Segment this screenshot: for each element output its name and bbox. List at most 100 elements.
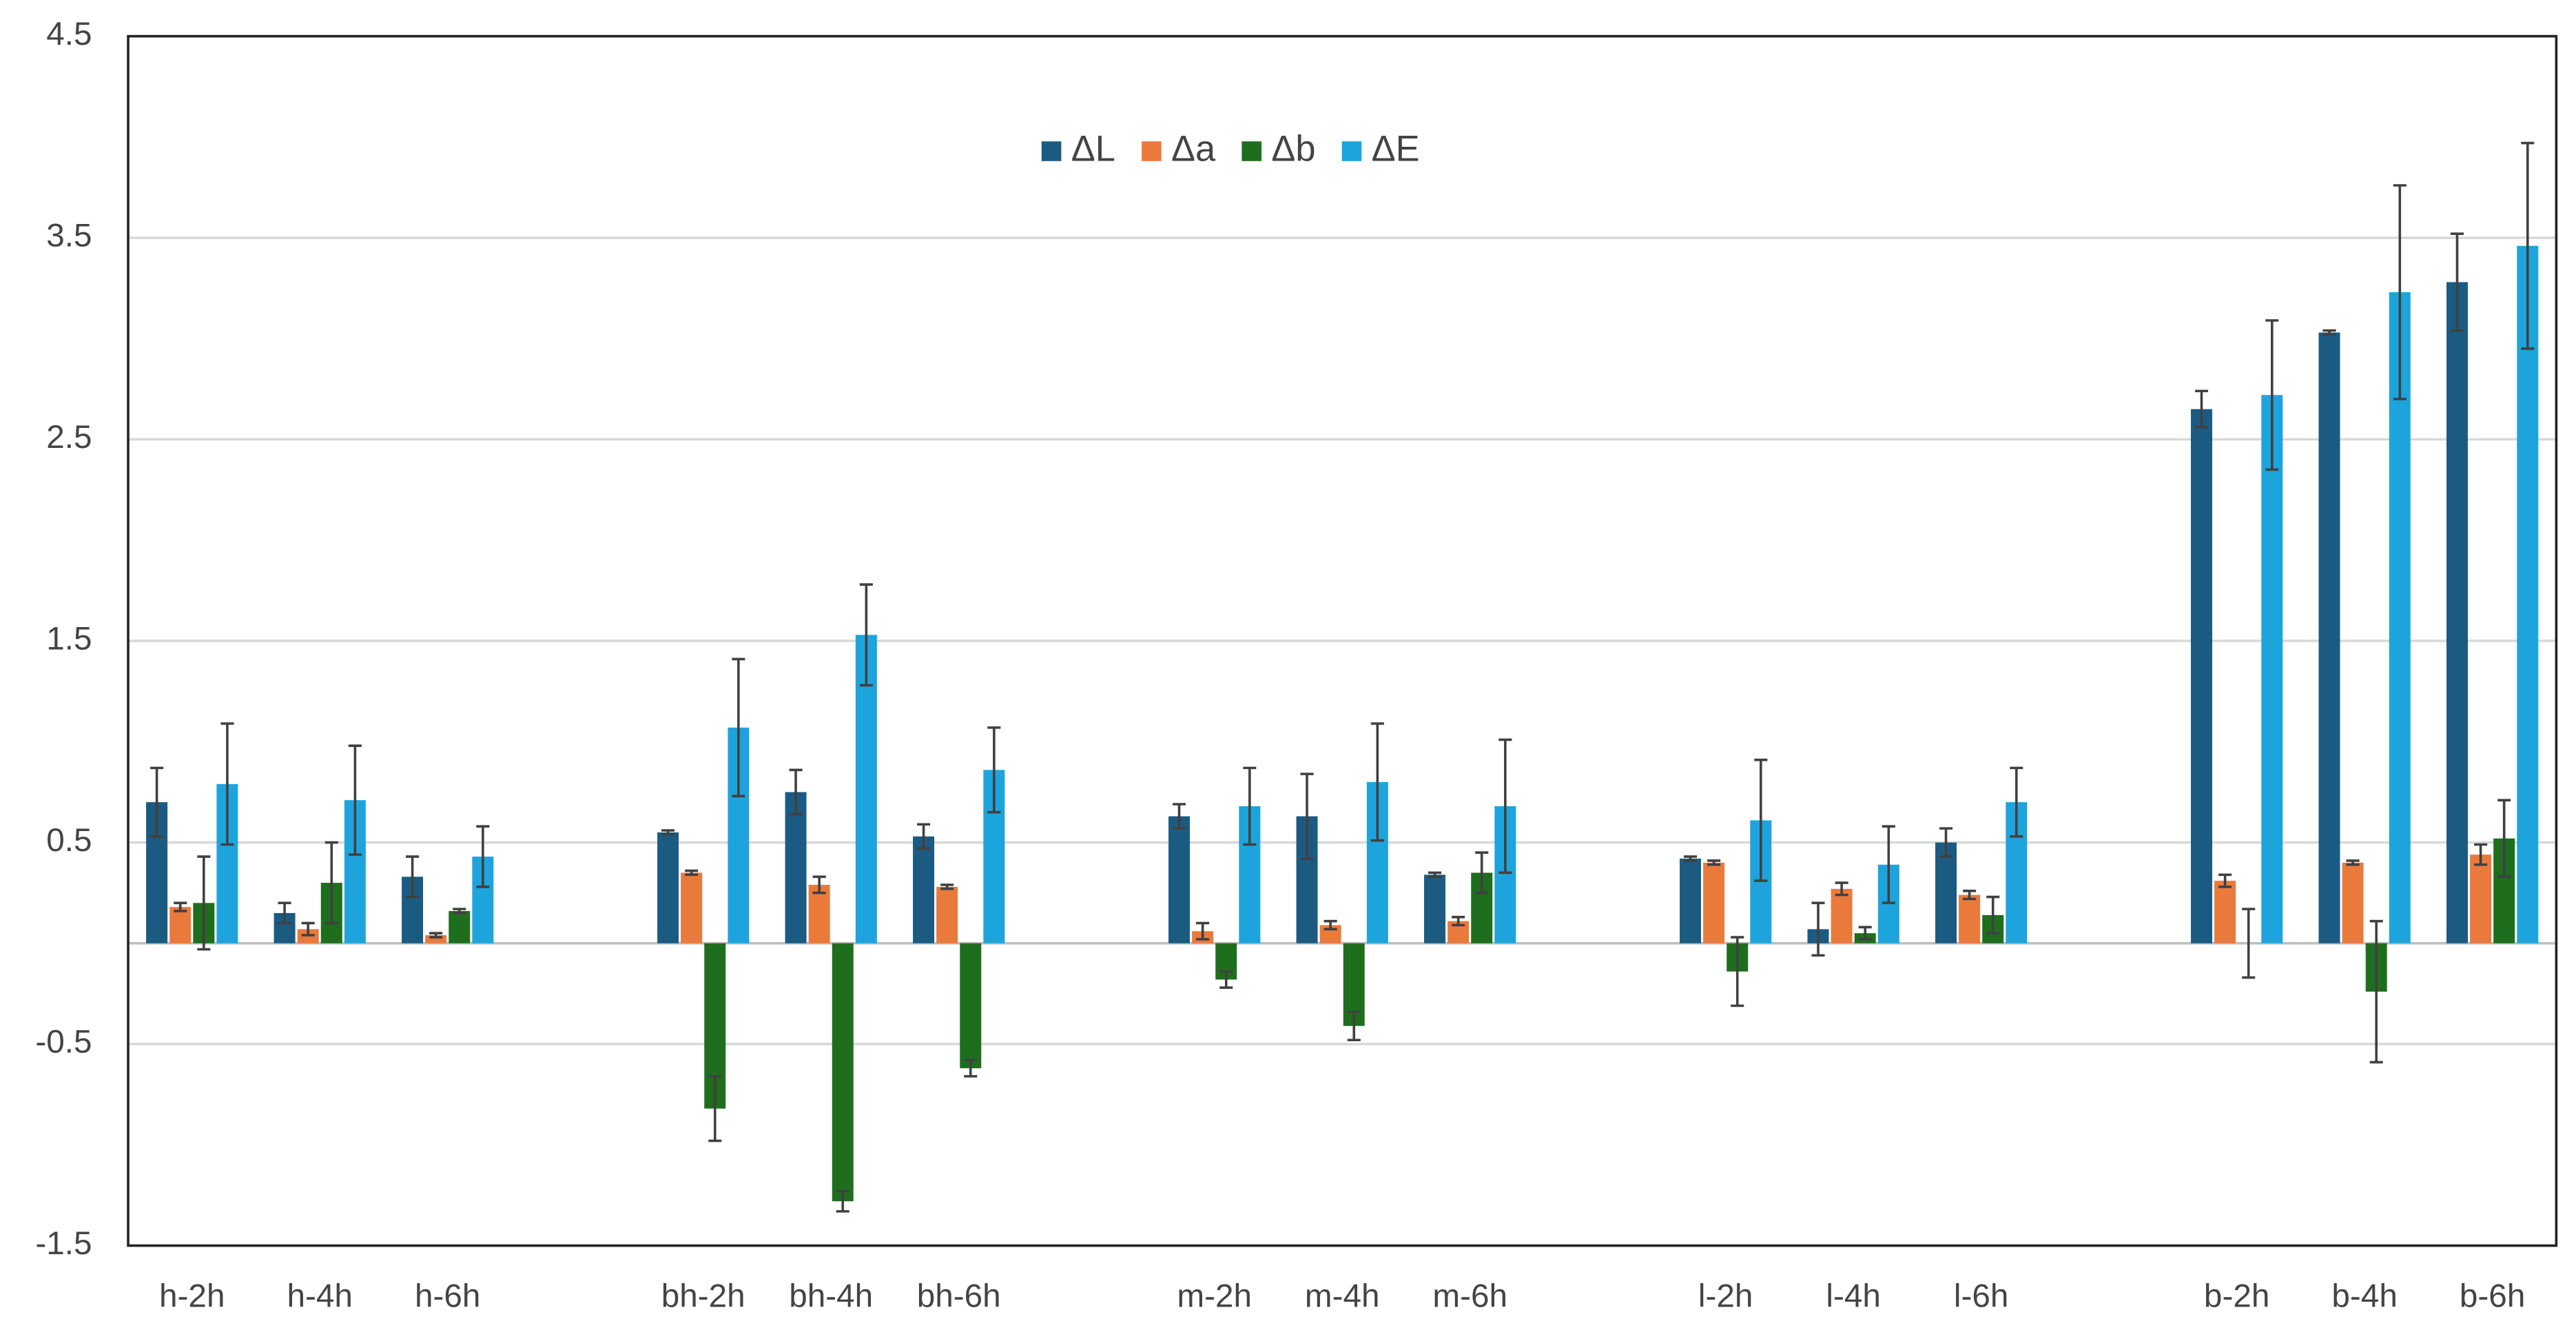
error-bar <box>453 908 466 914</box>
x-tick-label: l-6h <box>1954 1278 2009 1314</box>
x-tick-label: b-6h <box>2460 1278 2525 1314</box>
x-tick-label: m-2h <box>1177 1278 1252 1314</box>
y-tick-label: 4.5 <box>46 16 92 52</box>
bar <box>960 943 982 1069</box>
error-bar <box>1173 803 1186 830</box>
y-tick-label: 2.5 <box>46 419 92 455</box>
error-bar <box>812 875 826 894</box>
bar <box>2191 409 2213 943</box>
legend-swatch <box>1341 141 1362 161</box>
error-bar <box>278 901 291 925</box>
y-tick-label: -1.5 <box>35 1225 92 1262</box>
error-bar <box>1196 921 1210 941</box>
error-bar <box>859 583 873 687</box>
bar <box>2342 862 2364 943</box>
error-bar <box>2450 232 2464 332</box>
bar <box>1168 816 1191 943</box>
error-bar <box>174 901 187 912</box>
y-tick-label: 1.5 <box>46 621 92 657</box>
error-bar <box>2369 919 2383 1064</box>
legend: ΔL Δa Δb ΔE <box>1041 129 1420 169</box>
error-bar <box>348 744 362 856</box>
error-bar <box>1452 916 1465 927</box>
bar <box>657 832 679 943</box>
x-tick-label: l-4h <box>1826 1278 1881 1314</box>
error-bar <box>324 841 338 925</box>
error-bar <box>1428 871 1442 879</box>
legend-swatch <box>1241 141 1262 161</box>
x-tick-label: bh-6h <box>917 1278 1001 1314</box>
bar <box>2318 332 2340 943</box>
bar <box>808 885 830 943</box>
x-tick-label: b-4h <box>2331 1278 2397 1314</box>
error-bar <box>940 883 954 890</box>
bar <box>2214 881 2236 943</box>
x-tick-label: m-4h <box>1305 1278 1380 1314</box>
error-bar <box>1963 889 1977 901</box>
bar <box>832 943 854 1202</box>
bar <box>169 907 192 943</box>
error-bar <box>197 855 211 951</box>
bar <box>1831 888 1853 943</box>
error-bar <box>789 768 803 816</box>
error-bar <box>964 1058 978 1078</box>
error-bar <box>2194 389 2209 429</box>
error-bar <box>2474 843 2488 866</box>
error-bar <box>2265 319 2279 471</box>
error-bar <box>836 1189 849 1213</box>
error-bar <box>1882 825 1895 905</box>
error-bar <box>429 932 443 939</box>
legend-label: ΔL <box>1071 129 1115 169</box>
error-bar <box>987 726 1001 814</box>
error-bar <box>2521 141 2535 350</box>
error-bar <box>2497 799 2511 879</box>
error-bar <box>2393 184 2407 400</box>
x-tick-label: h-2h <box>159 1278 225 1314</box>
legend-swatch <box>1142 141 1162 161</box>
error-bar <box>1323 919 1337 931</box>
error-bar <box>2242 908 2256 979</box>
error-bar <box>1683 855 1698 862</box>
bar <box>1935 842 1957 943</box>
x-tick-label: bh-2h <box>661 1278 745 1314</box>
error-bar <box>1731 936 1744 1007</box>
error-bar <box>1858 925 1872 941</box>
bar <box>1959 894 1981 943</box>
error-bar <box>1243 766 1257 846</box>
bar <box>1703 862 1725 943</box>
bar <box>2389 292 2411 943</box>
error-bar <box>1347 1010 1361 1042</box>
error-bar <box>708 1075 722 1143</box>
error-bar <box>685 869 699 877</box>
error-bar <box>1498 738 1512 874</box>
error-bar <box>220 722 234 846</box>
error-bar <box>2346 859 2360 866</box>
legend-label: Δb <box>1271 129 1315 169</box>
error-bar <box>1811 901 1825 957</box>
error-bar <box>1475 851 1489 894</box>
error-bar <box>1835 881 1848 897</box>
error-bar <box>1219 970 1233 989</box>
error-bar <box>2218 873 2232 888</box>
bar <box>936 886 958 943</box>
error-bar <box>301 921 315 936</box>
bar <box>681 872 703 943</box>
error-bar <box>406 855 420 899</box>
y-tick-label: -0.5 <box>35 1024 92 1061</box>
y-tick-label: 0.5 <box>46 822 92 859</box>
error-bar <box>2010 766 2023 838</box>
error-bar <box>1300 772 1314 860</box>
bar <box>2261 395 2283 943</box>
error-bar <box>917 823 931 850</box>
bar <box>449 911 471 943</box>
bar <box>2446 282 2468 943</box>
legend-swatch <box>1041 141 1062 161</box>
labels: -1.5 -0.5 0.5 1.5 2.5 3.5 4.5 h-2h h-4h h-6h bh-2h… <box>35 16 2525 1314</box>
x-tick-label: h-6h <box>415 1278 480 1314</box>
x-tick-label: h-4h <box>287 1278 353 1314</box>
x-tick-label: bh-4h <box>789 1278 873 1314</box>
bars <box>146 141 2539 1213</box>
